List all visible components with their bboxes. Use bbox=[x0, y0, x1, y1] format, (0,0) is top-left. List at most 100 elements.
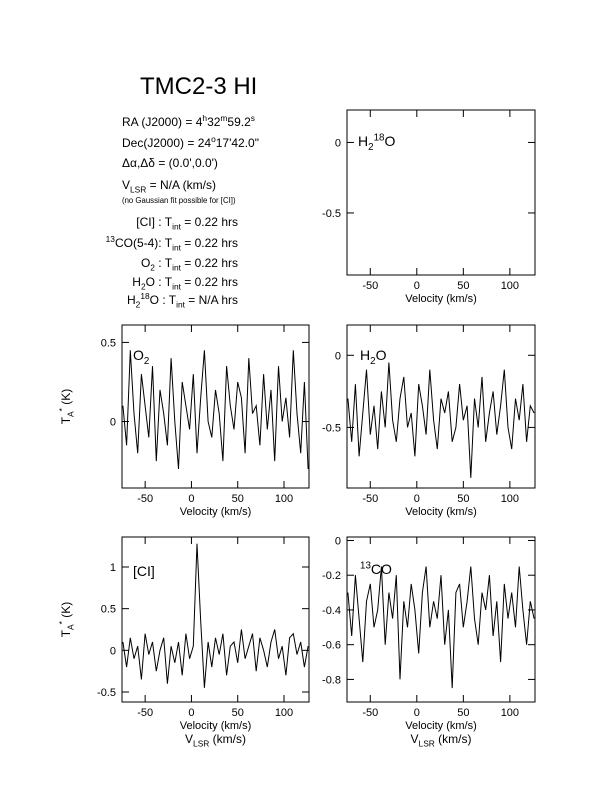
text-part: LSR bbox=[130, 185, 146, 195]
x-tick-label: 0 bbox=[414, 280, 420, 292]
text-part: H bbox=[360, 347, 370, 363]
x-tick-label: -50 bbox=[137, 493, 153, 505]
text-part: : T bbox=[155, 256, 173, 270]
panel-label: H2O bbox=[360, 347, 387, 367]
text-part: LSR bbox=[419, 739, 435, 749]
text-part: O bbox=[141, 256, 150, 270]
text-part: 32 bbox=[207, 115, 221, 129]
x-axis-label: Velocity (km/s) bbox=[405, 720, 477, 732]
text-part: T bbox=[59, 629, 73, 637]
text-part: 2 bbox=[150, 263, 155, 273]
x-tick-label: 50 bbox=[232, 707, 244, 719]
text-part: * bbox=[57, 620, 67, 624]
text-part: 13 bbox=[360, 560, 371, 571]
spectrum-line bbox=[122, 543, 309, 688]
text-part: int bbox=[172, 263, 182, 273]
x-tick-label: 50 bbox=[457, 280, 469, 292]
x-tick-label: 100 bbox=[501, 493, 519, 505]
x-axis-label: Velocity (km/s) bbox=[405, 506, 477, 518]
text-part: CO bbox=[371, 561, 392, 577]
text-part: (K) bbox=[59, 389, 73, 408]
x-tick-label: 50 bbox=[457, 493, 469, 505]
y-tick-label: 0 bbox=[335, 350, 341, 362]
text-part: 13 bbox=[106, 234, 116, 244]
x-tick-label: 0 bbox=[188, 493, 194, 505]
x-axis-label: Velocity (km/s) bbox=[180, 720, 252, 732]
y-tick-label: 1 bbox=[110, 562, 116, 574]
panel-label: [CI] bbox=[133, 563, 155, 579]
info-line: 13CO(5-4): Tint = 0.22 hrs bbox=[106, 234, 238, 252]
x-tick-label: 100 bbox=[275, 707, 293, 719]
text-part: A bbox=[66, 411, 76, 417]
x-tick-label: -50 bbox=[362, 493, 378, 505]
text-part: V bbox=[122, 178, 130, 192]
spectrum-line bbox=[122, 350, 309, 470]
x-axis-label: VLSR (km/s) bbox=[185, 732, 246, 749]
panel-label: H218O bbox=[358, 132, 395, 153]
y-tick-label: 0.5 bbox=[101, 604, 116, 616]
plot-frame bbox=[346, 536, 536, 703]
x-tick-label: -50 bbox=[137, 707, 153, 719]
text-part: Velocity (km/s) bbox=[180, 506, 252, 518]
text-part: 2 bbox=[370, 356, 375, 367]
text-part: = N/A (km/s) bbox=[146, 178, 216, 192]
info-line: H218O : Tint = N/A hrs bbox=[127, 291, 238, 309]
text-part: = 0.22 hrs bbox=[181, 215, 238, 229]
y-tick-label: 0 bbox=[110, 417, 116, 429]
y-tick-label: 0.5 bbox=[101, 337, 116, 349]
y-axis-label: TA* (K) bbox=[57, 602, 75, 638]
text-part: V bbox=[185, 732, 193, 746]
text-part: 2 bbox=[368, 142, 373, 153]
x-tick-label: -50 bbox=[362, 707, 378, 719]
text-part: s bbox=[251, 113, 255, 123]
text-part: int bbox=[172, 243, 182, 253]
text-part: O : T bbox=[146, 275, 173, 289]
spectrum-line bbox=[347, 362, 535, 478]
x-axis-label: Velocity (km/s) bbox=[180, 506, 252, 518]
x-tick-label: 0 bbox=[188, 707, 194, 719]
info-line: (no Gaussian fit possible for [CI]) bbox=[122, 196, 236, 205]
plot-frame bbox=[121, 536, 310, 703]
y-tick-label: -0.8 bbox=[322, 674, 341, 686]
text-part: = 0.22 hrs bbox=[181, 256, 238, 270]
text-part: (no Gaussian fit possible for [CI]) bbox=[122, 196, 236, 205]
text-part: O bbox=[384, 133, 395, 149]
x-tick-label: 0 bbox=[414, 493, 420, 505]
text-part: Velocity (km/s) bbox=[180, 720, 252, 732]
x-tick-label: 0 bbox=[414, 707, 420, 719]
text-part: [CI] bbox=[133, 563, 155, 579]
text-part: [CI] : T bbox=[136, 215, 172, 229]
text-part: h bbox=[202, 113, 207, 123]
x-tick-label: 50 bbox=[457, 707, 469, 719]
text-part: Velocity (km/s) bbox=[405, 293, 477, 305]
text-part: (K) bbox=[59, 602, 73, 621]
text-part: O : T bbox=[150, 293, 177, 307]
y-tick-label: 0 bbox=[110, 645, 116, 657]
text-part: A bbox=[66, 624, 76, 630]
x-axis-label: VLSR (km/s) bbox=[411, 732, 472, 749]
panel-label: 13CO bbox=[360, 560, 392, 577]
y-tick-label: -0.5 bbox=[322, 422, 341, 434]
panel-label: O2 bbox=[133, 347, 149, 367]
text-part: m bbox=[220, 113, 227, 123]
text-part: 59.2 bbox=[227, 115, 251, 129]
text-part: int bbox=[172, 282, 182, 292]
y-tick-label: -0.4 bbox=[322, 605, 341, 617]
y-tick-label: -0.2 bbox=[322, 570, 341, 582]
plot-frame bbox=[346, 324, 536, 489]
text-part: Δα,Δδ = (0.0',0.0') bbox=[122, 156, 218, 170]
text-part: 2 bbox=[136, 300, 141, 310]
text-part: = N/A hrs bbox=[185, 293, 238, 307]
x-tick-label: 50 bbox=[232, 493, 244, 505]
text-part: H bbox=[127, 293, 136, 307]
text-part: o bbox=[211, 134, 216, 144]
text-part: T bbox=[59, 416, 73, 424]
plot-frame bbox=[121, 324, 310, 489]
x-tick-label: 100 bbox=[501, 280, 519, 292]
info-line: Dec(J2000) = 24o17'42.0" bbox=[122, 134, 259, 150]
text-part: H bbox=[358, 133, 368, 149]
text-part: RA (J2000) = 4 bbox=[122, 115, 203, 129]
text-part: Velocity (km/s) bbox=[405, 506, 477, 518]
text-part: int bbox=[172, 222, 182, 232]
